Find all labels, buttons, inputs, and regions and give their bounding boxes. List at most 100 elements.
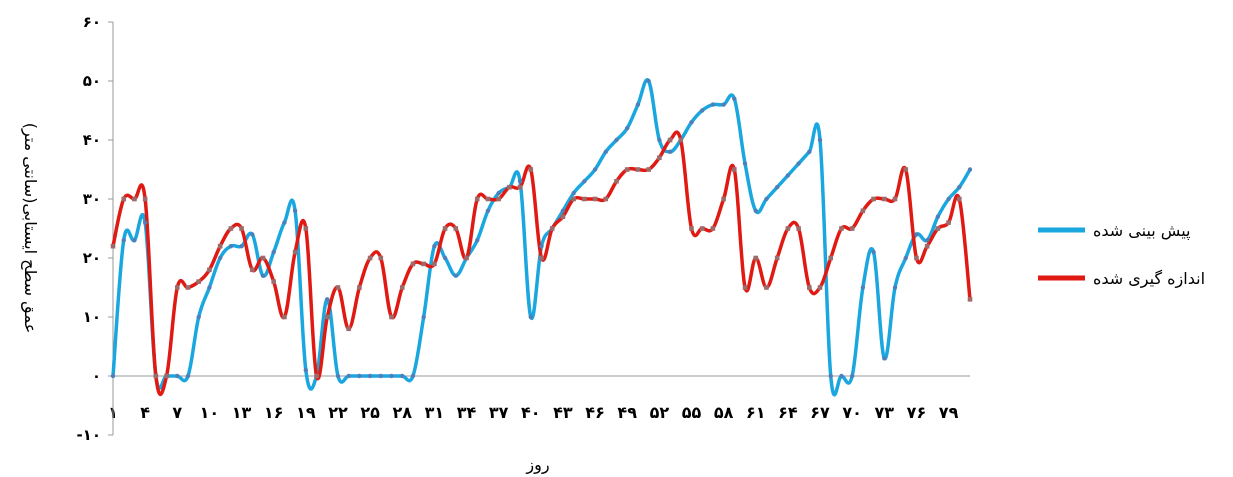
data-point-predicted <box>807 149 812 154</box>
data-point-measured <box>603 196 609 202</box>
data-point-measured <box>689 226 694 231</box>
data-point-predicted <box>282 220 287 225</box>
data-point-measured <box>882 196 887 202</box>
data-point-measured <box>357 285 362 290</box>
y-tick-label: ۱۰ <box>83 308 101 326</box>
data-point-predicted <box>485 208 491 213</box>
data-point-predicted <box>175 373 180 379</box>
data-point-measured <box>710 226 716 231</box>
series-line-1 <box>111 130 972 397</box>
data-point-predicted <box>528 314 533 320</box>
x-tick-label: ۲۸ <box>392 403 412 422</box>
data-point-predicted <box>453 273 458 278</box>
data-point-measured <box>389 314 394 320</box>
data-point-measured <box>507 184 512 190</box>
data-point-predicted <box>207 285 212 290</box>
data-point-measured <box>539 255 544 261</box>
data-point-predicted <box>957 185 962 190</box>
data-point-measured <box>678 137 684 143</box>
data-point-predicted <box>699 108 705 113</box>
legend-label-measured: اندازه گیری شده <box>1093 269 1205 289</box>
data-point-predicted <box>860 285 866 290</box>
data-point-measured <box>635 167 641 172</box>
x-tick-label: ۳۴ <box>457 403 477 422</box>
data-point-predicted <box>839 373 844 379</box>
data-point-measured <box>239 226 244 231</box>
data-point-measured <box>399 285 405 290</box>
x-tick-label: ۷۰ <box>842 403 862 422</box>
data-point-predicted <box>849 373 855 379</box>
data-point-measured <box>528 167 534 172</box>
data-point-predicted <box>828 373 833 379</box>
data-point-predicted <box>592 167 598 172</box>
data-point-predicted <box>689 120 694 125</box>
data-point-predicted <box>475 238 480 243</box>
data-point-measured <box>496 196 501 202</box>
data-point-predicted <box>721 102 726 107</box>
data-point-measured <box>367 255 373 261</box>
data-point-predicted <box>967 167 973 172</box>
data-point-measured <box>796 226 801 231</box>
data-point-predicted <box>378 373 384 379</box>
data-point-predicted <box>110 373 116 379</box>
data-point-measured <box>699 226 705 231</box>
data-point-measured <box>956 196 962 202</box>
data-point-measured <box>560 214 566 219</box>
data-point-measured <box>207 267 212 273</box>
data-point-predicted <box>871 249 876 255</box>
data-point-measured <box>614 179 619 184</box>
series-line-0 <box>111 78 972 397</box>
data-point-measured <box>174 285 180 290</box>
data-point-predicted <box>228 244 234 249</box>
x-tick-label: ۷۳ <box>875 403 895 422</box>
data-point-predicted <box>346 373 351 379</box>
data-point-predicted <box>421 314 426 320</box>
data-point-measured <box>571 196 576 202</box>
data-point-measured <box>292 249 298 255</box>
data-point-measured <box>903 167 909 172</box>
data-point-measured <box>142 196 148 202</box>
data-point-measured <box>549 226 555 231</box>
y-tick-label: ۴۰ <box>83 131 101 149</box>
data-point-predicted <box>796 161 801 166</box>
x-tick-label: ۵۵ <box>682 403 702 422</box>
data-point-predicted <box>924 238 930 243</box>
data-point-measured <box>807 285 812 290</box>
data-point-measured <box>314 373 319 379</box>
data-point-predicted <box>367 373 373 379</box>
data-point-predicted <box>271 249 276 255</box>
data-point-predicted <box>892 285 898 290</box>
x-tick-label: ۴۹ <box>617 403 637 422</box>
legend-item-predicted: پیش بینی شده <box>1038 221 1190 241</box>
data-point-measured <box>667 137 673 143</box>
series-lines <box>111 78 972 397</box>
data-point-measured <box>732 167 737 172</box>
x-tick-label: ۴۳ <box>553 403 573 422</box>
x-axis-title: روز <box>525 455 549 475</box>
data-point-predicted <box>560 208 566 213</box>
data-point-measured <box>967 297 973 302</box>
x-tick-label: ۷ <box>172 403 182 422</box>
data-point-predicted <box>903 255 908 261</box>
data-point-predicted <box>935 214 941 219</box>
data-point-predicted <box>357 373 362 379</box>
data-point-measured <box>774 255 780 261</box>
x-tick-label: ۲۲ <box>328 403 348 422</box>
data-point-measured <box>785 226 791 231</box>
y-tick-label: ۶۰ <box>83 13 101 31</box>
data-point-predicted <box>753 208 758 213</box>
legend-label-predicted: پیش بینی شده <box>1093 221 1190 241</box>
data-point-measured <box>764 285 769 290</box>
data-point-measured <box>282 314 287 320</box>
series-points <box>110 78 973 379</box>
x-tick-label: ۵۸ <box>714 403 734 422</box>
data-point-measured <box>132 196 137 202</box>
y-tick-label: ۰ <box>92 367 101 385</box>
data-point-predicted <box>657 137 662 143</box>
x-axis-ticks: ۱ ۴ ۷ ۱۰ ۱۳ ۱۶ ۱۹ ۲۲ ۲۵ ۲۸ ۳۱ ۳۴ ۳۷ ۴۰ ۴۳ ۴۶ ۴۹ ۵۲ ۵۵ ۵۸ ۶۱ ۶… <box>108 403 958 422</box>
data-point-measured <box>110 243 116 249</box>
data-point-predicted <box>946 196 951 202</box>
data-point-predicted <box>710 102 716 107</box>
y-tick-label: ۵۰ <box>83 72 101 90</box>
